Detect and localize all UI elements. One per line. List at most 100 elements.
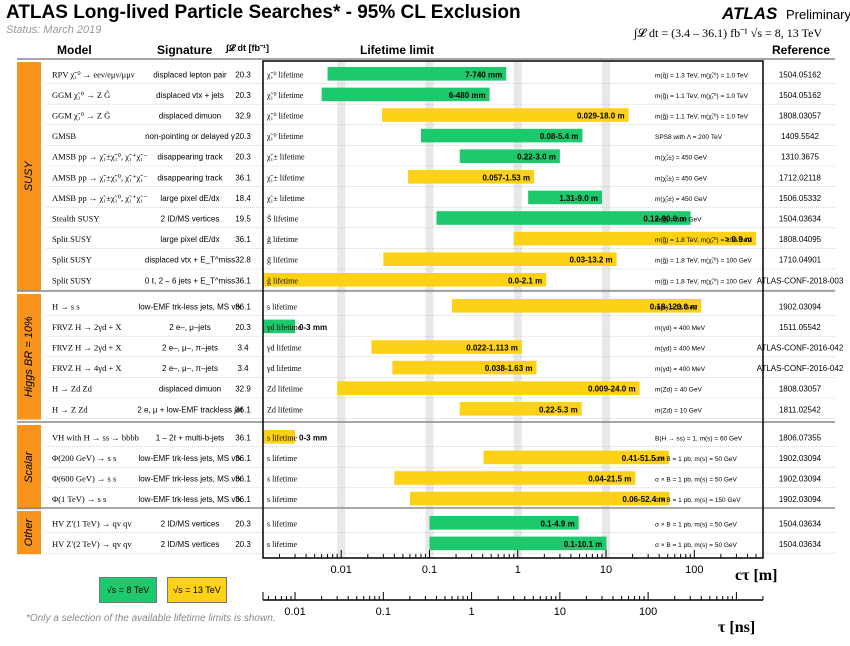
model-label: FRVZ H → 2γd + X [52,343,122,353]
condition-label: m(g̃) = 1.1 TeV, m(χ̃₁⁰) = 1.0 TeV [655,113,749,121]
column-header-lumi: ∫𝓛 dt [fb⁻¹] [226,43,270,53]
particle-label: S̃ lifetime [267,214,299,224]
signature-label: 2 e, μ + low-EMF trackless jet [137,405,243,414]
limit-bar [382,108,629,122]
ctau-tick-label: 100 [685,564,703,576]
model-label: H → s s [52,301,80,311]
model-label: Stealth SUSY [52,214,99,224]
particle-label: s lifetime [267,475,297,484]
particle-label: χ̃₁± lifetime [266,194,305,203]
reference-label: ATLAS-CONF-2016-042 [757,344,844,353]
reference-label: ATLAS-CONF-2016-042 [757,364,844,373]
limit-bar [459,402,582,416]
model-label: Φ(200 GeV) → s s [52,453,116,463]
reference-label: 1902.03094 [779,454,822,463]
column-header-limit: Lifetime limit [360,43,435,57]
signature-label: displaced dimuon [159,385,221,394]
model-label: RPV χ̃₁⁰ → eeν/eμν/μμν [52,69,135,79]
reference-label: 1710.04901 [779,256,822,265]
limit-bar [327,67,507,81]
lumi-value: 36.1 [235,235,251,244]
limit-bar [383,252,617,266]
reference-label: 1902.03094 [779,495,822,504]
condition-label: m(g̃) = 500 GeV [655,217,702,224]
limit-bar [459,149,560,163]
reference-label: 1902.03094 [779,302,822,311]
lumi-value: 36.1 [235,276,251,285]
group-label: Scalar [23,450,35,483]
reference-label: 1504.05162 [779,91,822,100]
tau-tick-label: 1 [469,606,475,618]
particle-label: χ̃₁⁰ lifetime [266,91,304,100]
signature-label: 2 e–, μ–jets [169,323,211,332]
lumi-value: 20.3 [235,540,251,549]
particle-label: s lifetime [267,433,297,442]
particle-label: s lifetime [267,519,297,528]
limit-range-label: 0-3 mm [299,433,327,442]
limit-range-label: 0.12-90.6 m [643,215,686,224]
limit-range-label: 0.0-2.1 m [508,276,542,285]
model-label: Φ(1 TeV) → s s [52,494,106,504]
legend-8tev: √s = 8 TeV [99,577,157,603]
particle-label: χ̃₁⁰ lifetime [266,70,304,79]
column-header-signature: Signature [157,43,213,57]
particle-label: s lifetime [267,454,297,463]
model-label: AMSB pp → χ̃₁±χ̃₁⁰, χ̃₁⁺χ̃₁⁻ [52,172,148,182]
column-header-model: Model [57,43,92,57]
limit-range-label: 0.22-5.3 m [539,405,578,414]
particle-label: γd lifetime [266,323,302,332]
reference-label: 1504.03634 [779,519,822,528]
particle-label: χ̃₁± lifetime [266,153,305,162]
particle-label: g̃ lifetime [267,235,298,244]
lumi-value: 3.4 [237,364,249,373]
signature-label: non-pointing or delayed γ [145,132,235,141]
group-band [17,511,41,555]
reference-label: 1712.02118 [779,173,821,182]
lumi-value: 36.1 [235,433,251,442]
model-label: VH with H → ss → bbbb [52,432,139,442]
condition-label: σ × B = 1 pb, m(s) = 50 GeV [655,477,738,484]
condition-label: m(χ̃₁±) = 450 GeV [655,196,708,203]
reference-label: 1808.04095 [779,235,822,244]
model-label: Split SUSY [52,234,92,244]
limit-bar [371,340,522,354]
particle-label: χ̃₁⁰ lifetime [266,132,304,141]
limit-range-label: 0-3 mm [299,323,327,332]
model-label: H → Zd Zd [52,384,93,394]
condition-label: σ × B = 1 pb, m(s) = 50 GeV [655,521,738,528]
limit-range-label: 0.04-21.5 m [588,475,631,484]
condition-label: m(s) = 25 GeV [655,304,698,311]
atlas-logo: ATLAS [722,4,778,23]
condition-label: m(g̃) = 1.8 TeV, m(χ̃₁⁰) = 100 GeV [655,257,752,265]
signature-label: low-EMF trk-less jets, MS vtx [138,475,241,484]
limit-bar [263,273,547,287]
ctau-axis-label: cτ [m] [735,567,777,584]
limit-range-label: 0.009-24.0 m [588,385,636,394]
particle-label: Zd lifetime [267,385,303,394]
signature-label: 2 ID/MS vertices [161,215,220,224]
lumi-value: 36.1 [235,475,251,484]
reference-label: 1902.03094 [779,475,822,484]
limit-range-label: 0.41-51.5 m [622,454,665,463]
limit-bar [429,536,607,551]
limit-range-label: 0.06-52.4 m [622,495,665,504]
condition-label: m(γd) = 400 MeV [655,366,706,373]
signature-label: large pixel dE/dx [160,235,219,244]
condition-label: m(g̃) = 1.8 TeV, m(χ̃₁⁰) = 100 GeV [655,277,752,285]
ctau-tick-label: 10 [600,564,612,576]
particle-label: s lifetime [267,302,297,311]
limit-range-label: 0.057-1.53 m [482,173,530,182]
limit-bar [429,516,579,530]
limit-range-label: 0.1-10.1 m [564,540,603,549]
condition-label: m(γd) = 400 MeV [655,346,706,353]
legend-13tev-label: √s = 13 TeV [173,585,221,595]
reference-label: 1506.05332 [779,194,822,203]
column-header-reference: Reference [772,43,831,57]
signature-label: disappearing track [157,153,223,162]
condition-label: m(q̃) = 1.3 TeV, m(χ̃₁⁰) = 1.0 TeV [655,71,749,79]
reference-label: 1808.03057 [779,385,822,394]
tau-axis-label: τ [ns] [718,619,755,636]
condition-label: m(χ̃₁±) = 450 GeV [655,155,708,162]
limit-range-label: > 0.9 m [725,235,752,244]
